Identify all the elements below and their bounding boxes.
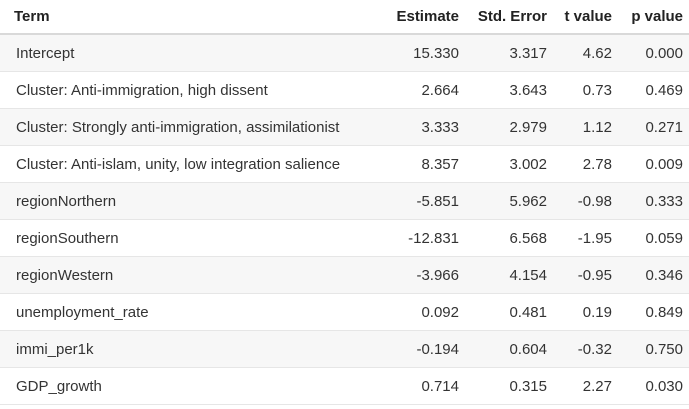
cell-estimate: 0.092 [385, 293, 465, 331]
cell-estimate: -0.194 [385, 330, 465, 368]
header-t-value: t value [553, 0, 618, 35]
cell-term: regionSouthern [0, 219, 385, 257]
table-row: regionWestern -3.966 4.154 -0.95 0.346 [0, 256, 689, 294]
table-header: Term Estimate Std. Error t value p value [0, 0, 689, 35]
header-term: Term [0, 0, 385, 35]
cell-estimate: 15.330 [385, 34, 465, 72]
cell-std-error: 6.568 [465, 219, 553, 257]
cell-estimate: -12.831 [385, 219, 465, 257]
cell-t-value: 4.62 [553, 34, 618, 72]
cell-std-error: 5.962 [465, 182, 553, 220]
table-row: unemployment_rate 0.092 0.481 0.19 0.849 [0, 293, 689, 331]
cell-t-value: 2.78 [553, 145, 618, 183]
cell-std-error: 0.481 [465, 293, 553, 331]
cell-t-value: -0.98 [553, 182, 618, 220]
cell-p-value: 0.849 [618, 293, 689, 331]
cell-std-error: 3.002 [465, 145, 553, 183]
cell-estimate: -5.851 [385, 182, 465, 220]
cell-p-value: 0.009 [618, 145, 689, 183]
cell-t-value: -1.95 [553, 219, 618, 257]
cell-estimate: 8.357 [385, 145, 465, 183]
table-row: GDP_growth 0.714 0.315 2.27 0.030 [0, 367, 689, 405]
cell-t-value: 2.27 [553, 367, 618, 405]
cell-std-error: 4.154 [465, 256, 553, 294]
cell-estimate: 0.714 [385, 367, 465, 405]
table-body: Intercept 15.330 3.317 4.62 0.000 Cluste… [0, 34, 689, 405]
cell-p-value: 0.333 [618, 182, 689, 220]
table-row: regionSouthern -12.831 6.568 -1.95 0.059 [0, 219, 689, 257]
cell-term: immi_per1k [0, 330, 385, 368]
cell-term: regionNorthern [0, 182, 385, 220]
header-std-error: Std. Error [465, 0, 553, 35]
cell-term: Cluster: Strongly anti-immigration, assi… [0, 108, 385, 146]
cell-term: regionWestern [0, 256, 385, 294]
cell-p-value: 0.000 [618, 34, 689, 72]
cell-t-value: 0.19 [553, 293, 618, 331]
cell-std-error: 3.643 [465, 71, 553, 109]
cell-t-value: 0.73 [553, 71, 618, 109]
cell-std-error: 0.315 [465, 367, 553, 405]
cell-t-value: 1.12 [553, 108, 618, 146]
cell-p-value: 0.271 [618, 108, 689, 146]
cell-p-value: 0.750 [618, 330, 689, 368]
table-row: Cluster: Anti-immigration, high dissent … [0, 71, 689, 109]
cell-p-value: 0.469 [618, 71, 689, 109]
cell-term: unemployment_rate [0, 293, 385, 331]
header-row: Term Estimate Std. Error t value p value [0, 0, 689, 35]
table-row: immi_per1k -0.194 0.604 -0.32 0.750 [0, 330, 689, 368]
cell-estimate: -3.966 [385, 256, 465, 294]
table-row: Cluster: Strongly anti-immigration, assi… [0, 108, 689, 146]
cell-p-value: 0.346 [618, 256, 689, 294]
table-row: regionNorthern -5.851 5.962 -0.98 0.333 [0, 182, 689, 220]
cell-std-error: 0.604 [465, 330, 553, 368]
cell-term: Cluster: Anti-immigration, high dissent [0, 71, 385, 109]
cell-term: Intercept [0, 34, 385, 72]
cell-term: GDP_growth [0, 367, 385, 405]
cell-estimate: 2.664 [385, 71, 465, 109]
cell-std-error: 3.317 [465, 34, 553, 72]
cell-term: Cluster: Anti-islam, unity, low integrat… [0, 145, 385, 183]
cell-t-value: -0.32 [553, 330, 618, 368]
cell-t-value: -0.95 [553, 256, 618, 294]
cell-p-value: 0.059 [618, 219, 689, 257]
cell-p-value: 0.030 [618, 367, 689, 405]
cell-std-error: 2.979 [465, 108, 553, 146]
header-p-value: p value [618, 0, 689, 35]
table-row: Cluster: Anti-islam, unity, low integrat… [0, 145, 689, 183]
header-estimate: Estimate [385, 0, 465, 35]
table-row: Intercept 15.330 3.317 4.62 0.000 [0, 34, 689, 72]
cell-estimate: 3.333 [385, 108, 465, 146]
